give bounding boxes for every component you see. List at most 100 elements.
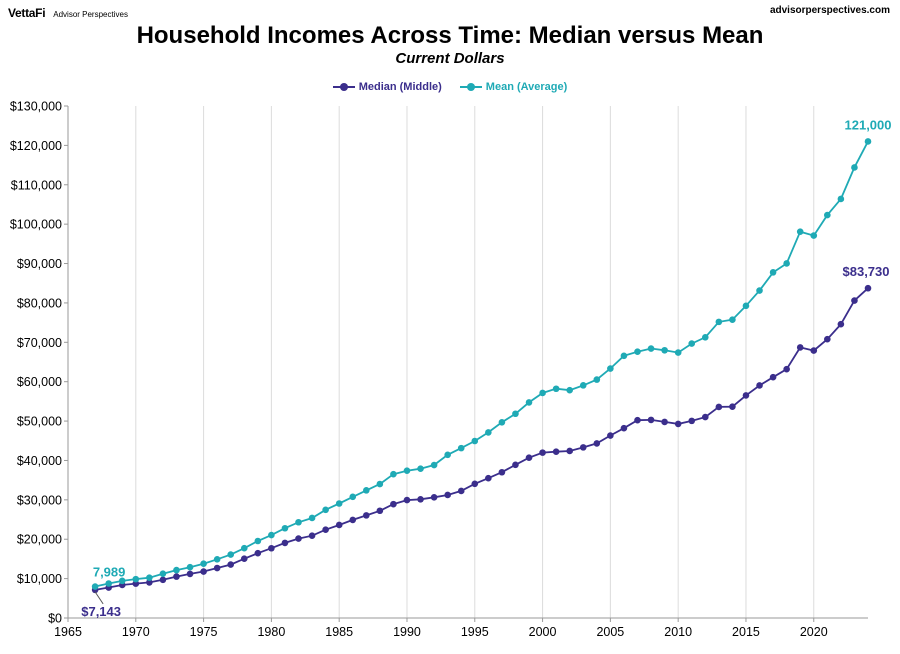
start-label-mean: 7,989 [93,565,126,580]
data-point-median [607,432,614,439]
data-point-median [173,573,180,580]
y-tick-label: $90,000 [17,257,62,271]
x-tick-label: 2005 [596,625,624,639]
data-point-median [769,373,777,381]
x-tick-label: 1975 [190,625,218,639]
data-point-mean [620,352,628,360]
data-point-median [390,500,397,508]
data-point-median [647,416,655,424]
data-point-mean [173,566,180,574]
end-label-mean: 121,000 [845,117,892,132]
data-point-mean [674,349,682,356]
data-point-median [756,382,763,389]
data-point-median [227,561,235,568]
data-point-mean [295,518,302,526]
chart-legend: Median (Middle) Mean (Average) [0,81,900,93]
y-tick-label: $70,000 [17,336,62,350]
series-line-median [94,287,869,591]
x-tick-label: 1995 [461,625,489,639]
data-point-mean [851,164,858,171]
data-point-mean [701,334,709,341]
data-point-median [566,447,573,455]
data-point-median [715,403,723,411]
legend-swatch-mean [459,82,482,92]
data-point-median [457,487,465,495]
data-point-median [146,579,153,586]
x-tick-label: 1980 [257,625,285,639]
series-line-mean [94,140,869,588]
legend-swatch-median [332,82,355,92]
data-point-median [322,526,329,533]
data-point-mean [91,583,99,590]
data-point-median [593,440,601,447]
data-point-median [796,344,804,351]
start-label-leader-median [94,591,104,605]
data-point-median [186,570,194,578]
data-point-median [512,461,519,469]
data-point-mean [430,461,438,469]
data-point-median [308,532,316,540]
data-point-mean [281,524,289,532]
data-point-mean [335,500,343,507]
y-tick-label: $10,000 [17,572,62,586]
data-point-median [701,413,709,421]
data-point-mean [769,269,777,276]
y-tick-label: $50,000 [17,415,62,429]
data-point-mean [471,437,479,445]
data-point-mean [796,228,804,235]
brand-subtitle: Advisor Perspectives [53,10,128,19]
data-point-median [430,494,438,501]
data-point-mean [376,480,384,488]
data-point-mean [322,506,329,514]
data-point-mean [661,346,668,354]
data-point-mean [539,389,546,397]
data-point-mean [146,574,153,581]
x-tick-label: 2010 [664,625,692,639]
data-point-median [539,449,546,456]
data-point-mean [213,556,221,563]
data-point-mean [118,577,126,585]
data-point-mean [308,514,316,522]
data-point-mean [186,563,194,571]
data-point-mean [729,316,736,324]
x-tick-label: 2020 [800,625,828,639]
data-point-mean [363,487,370,494]
data-point-mean [715,318,723,326]
data-point-median [417,496,424,503]
data-point-median [254,549,262,557]
brand-header: VettaFi Advisor Perspectives [8,6,128,20]
x-tick-label: 1970 [122,625,150,639]
data-point-median [661,418,668,426]
data-point-median [295,535,302,542]
data-point-median [159,576,167,584]
data-point-median [240,555,248,562]
data-point-median [200,568,207,575]
data-point-median [498,468,506,476]
data-point-mean [417,465,424,472]
data-point-median [742,392,750,399]
data-point-mean [837,195,845,203]
data-point-mean [824,211,831,219]
data-point-median [552,448,560,455]
y-tick-label: $100,000 [10,218,62,232]
data-point-mean [457,444,465,452]
data-point-mean [607,365,614,372]
data-point-median [268,544,275,552]
data-point-median [335,521,343,529]
x-tick-label: 1965 [54,625,82,639]
data-point-mean [485,429,492,436]
data-point-median [444,491,451,499]
data-point-mean [254,537,262,545]
data-point-mean [444,451,451,459]
y-tick-label: $40,000 [17,454,62,468]
data-point-mean [566,386,573,394]
data-point-median [363,512,370,519]
site-url[interactable]: advisorperspectives.com [769,5,890,16]
y-tick-label: $110,000 [11,178,62,192]
y-tick-label: $130,000 [10,100,62,114]
data-point-median [579,444,587,451]
chart-title: Household Incomes Across Time: Median ve… [136,22,764,49]
data-point-mean [864,138,872,145]
data-point-median [213,564,221,572]
x-tick-label: 2000 [529,625,557,639]
